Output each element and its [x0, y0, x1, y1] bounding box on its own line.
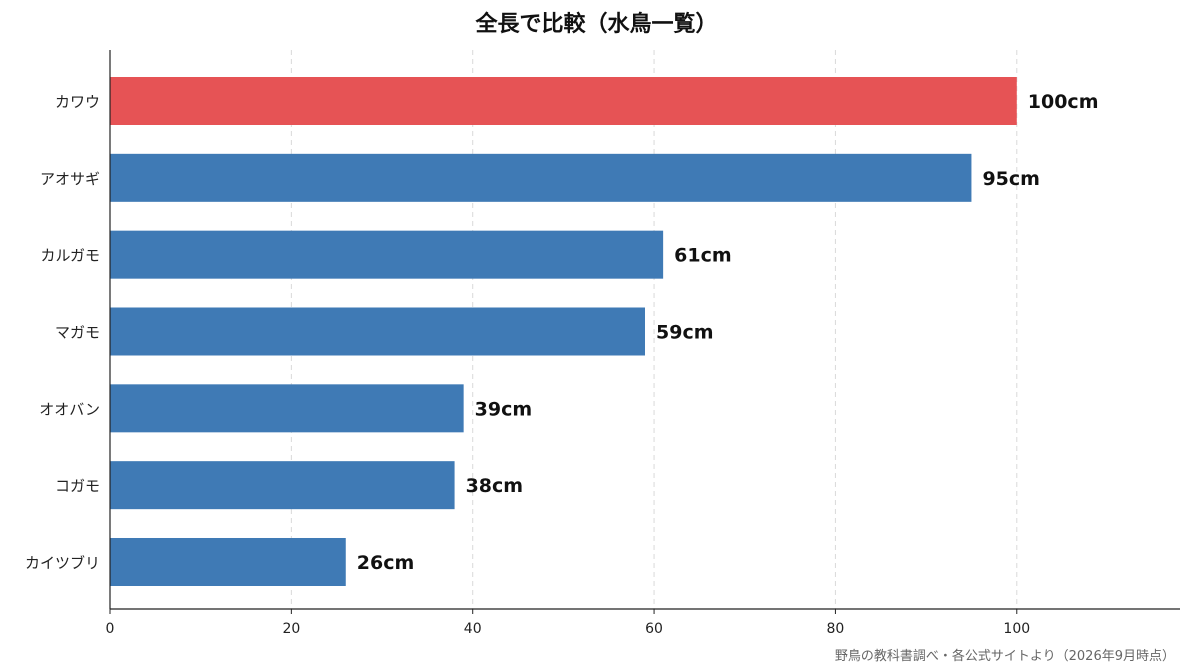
- category-label: カイツブリ: [25, 554, 100, 572]
- category-label: カワウ: [55, 93, 100, 111]
- bar: [110, 384, 464, 433]
- category-label: オオバン: [39, 400, 100, 418]
- data-label: 26cm: [357, 552, 415, 574]
- data-label: 38cm: [466, 475, 524, 497]
- x-tick-label: 20: [282, 621, 300, 637]
- category-label: マガモ: [55, 323, 100, 341]
- bar: [110, 77, 1017, 125]
- data-label: 95cm: [982, 168, 1040, 190]
- bar: [110, 230, 664, 279]
- data-label: 61cm: [674, 245, 732, 267]
- x-tick-label: 0: [106, 621, 115, 637]
- x-tick-label: 40: [464, 621, 482, 637]
- bars: [110, 77, 1017, 586]
- category-label: カルガモ: [40, 247, 100, 265]
- data-label: 100cm: [1028, 91, 1099, 113]
- x-tick-label: 80: [827, 621, 845, 637]
- chart-title: 全長で比較（水鳥一覧）: [475, 12, 718, 37]
- data-labels: 100cm 95cm 61cm 59cm 39cm 38cm 26cm: [357, 91, 1099, 574]
- source-note: 野鳥の教科書調べ・各公式サイトより（2026年9月時点）: [834, 649, 1175, 664]
- x-tick-label: 60: [645, 621, 663, 637]
- category-label: コガモ: [55, 477, 100, 495]
- data-label: 39cm: [475, 398, 533, 420]
- bar: [110, 461, 455, 510]
- bar: [110, 153, 972, 202]
- bar: [110, 307, 645, 356]
- bar: [110, 537, 346, 586]
- data-label: 59cm: [656, 321, 714, 343]
- x-tick-label: 100: [1003, 621, 1030, 637]
- category-label: アオサギ: [40, 170, 100, 188]
